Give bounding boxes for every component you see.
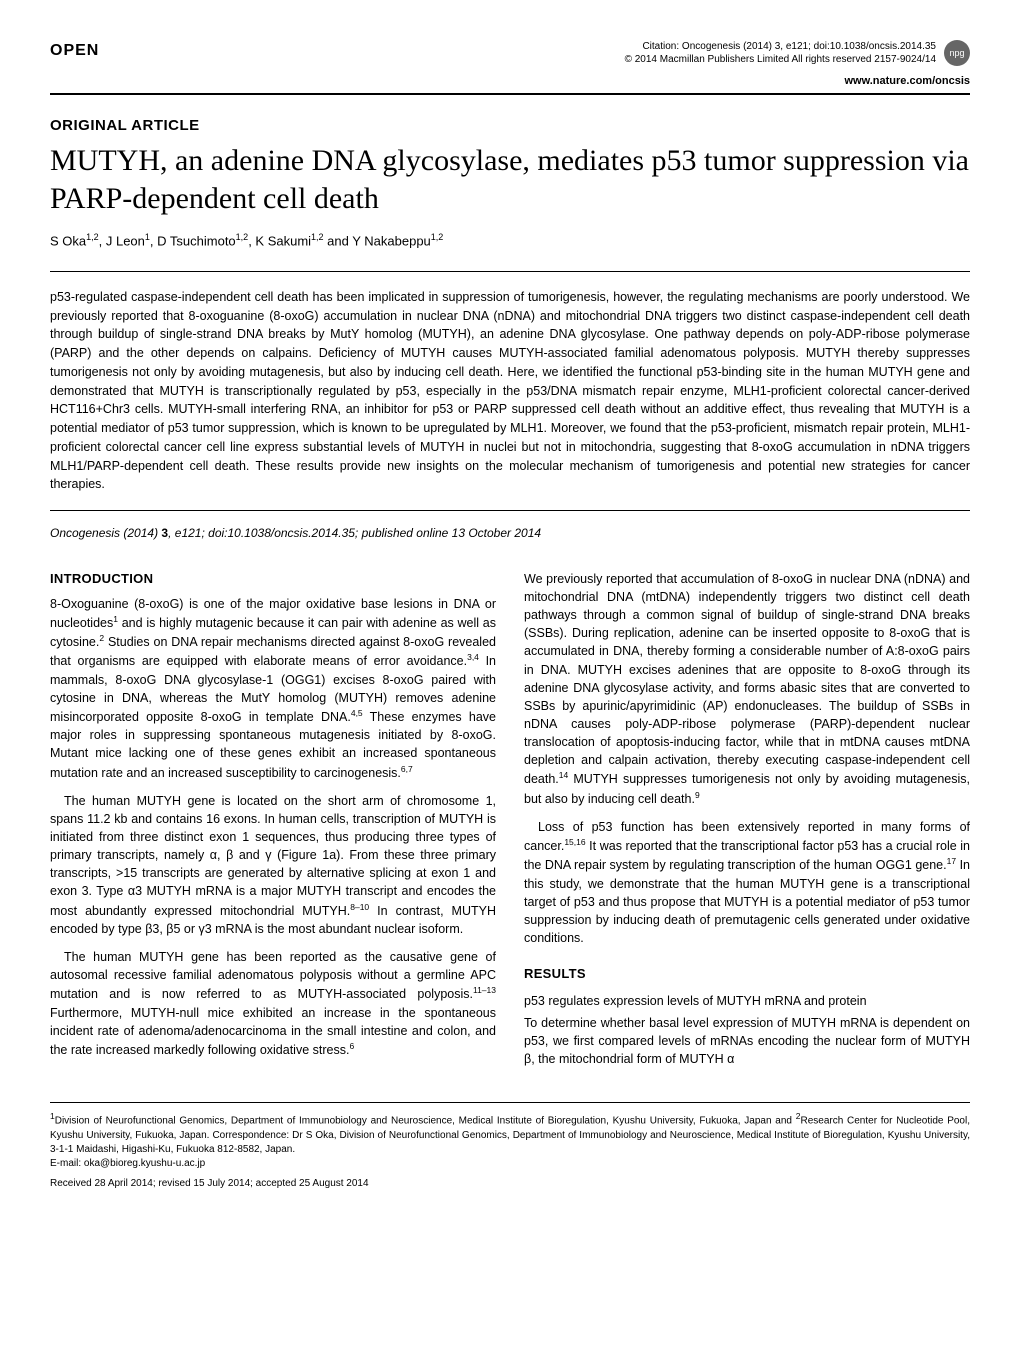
results-subhead: p53 regulates expression levels of MUTYH…	[524, 992, 970, 1010]
article-title: MUTYH, an adenine DNA glycosylase, media…	[50, 142, 970, 217]
two-column-body: INTRODUCTION 8-Oxoguanine (8-oxoG) is on…	[50, 570, 970, 1078]
results-heading: RESULTS	[524, 965, 970, 984]
results-p1: To determine whether basal level express…	[524, 1014, 970, 1068]
citation-block: Citation: Oncogenesis (2014) 3, e121; do…	[625, 40, 970, 66]
right-p1: We previously reported that accumulation…	[524, 570, 970, 808]
email: E-mail: oka@bioreg.kyushu-u.ac.jp	[50, 1157, 970, 1171]
right-p2: Loss of p53 function has been extensivel…	[524, 818, 970, 947]
received-dates: Received 28 April 2014; revised 15 July …	[50, 1177, 970, 1191]
site-url: www.nature.com/oncsis	[50, 74, 970, 89]
right-column: We previously reported that accumulation…	[524, 570, 970, 1078]
abstract-text: p53-regulated caspase-independent cell d…	[50, 288, 970, 494]
abstract-wrap: p53-regulated caspase-independent cell d…	[50, 271, 970, 511]
citation-line2: © 2014 Macmillan Publishers Limited All …	[625, 53, 936, 66]
pub-rest: , e121; doi:10.1038/oncsis.2014.35; publ…	[168, 526, 541, 540]
authors: S Oka1,2, J Leon1, D Tsuchimoto1,2, K Sa…	[50, 231, 970, 251]
open-label: OPEN	[50, 40, 99, 62]
publication-line: Oncogenesis (2014) 3, e121; doi:10.1038/…	[50, 525, 970, 542]
left-column: INTRODUCTION 8-Oxoguanine (8-oxoG) is on…	[50, 570, 496, 1078]
introduction-heading: INTRODUCTION	[50, 570, 496, 589]
affiliations: 1Division of Neurofunctional Genomics, D…	[50, 1111, 970, 1156]
top-rule	[50, 93, 970, 95]
intro-p1: 8-Oxoguanine (8-oxoG) is one of the majo…	[50, 595, 496, 782]
article-type: ORIGINAL ARTICLE	[50, 115, 970, 136]
pub-year: (2014)	[123, 526, 161, 540]
intro-p3: The human MUTYH gene has been reported a…	[50, 948, 496, 1059]
footer-rule	[50, 1102, 970, 1103]
pub-journal: Oncogenesis	[50, 526, 120, 540]
intro-p2: The human MUTYH gene is located on the s…	[50, 792, 496, 938]
header-row: OPEN Citation: Oncogenesis (2014) 3, e12…	[50, 40, 970, 66]
citation-line1: Citation: Oncogenesis (2014) 3, e121; do…	[625, 40, 936, 53]
npg-badge-icon: npg	[944, 40, 970, 66]
